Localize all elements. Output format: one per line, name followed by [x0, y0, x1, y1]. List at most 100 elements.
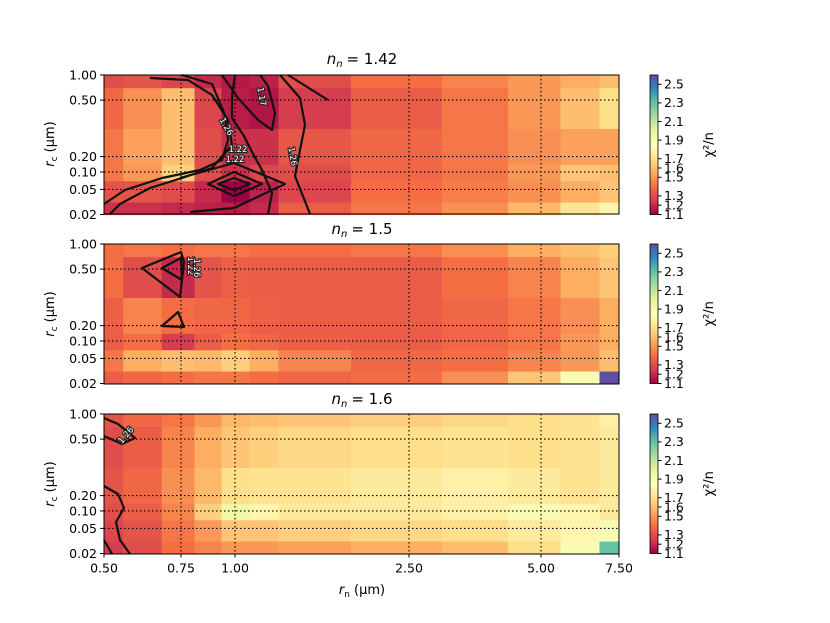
heatmap-cell	[104, 128, 124, 165]
heatmap-cell	[351, 244, 443, 258]
panel-3-heatmap	[104, 414, 620, 555]
panel-3-title: nn = 1.6	[331, 390, 392, 410]
heatmap-cell	[123, 75, 163, 89]
heatmap-cell	[599, 256, 620, 298]
heatmap-cell	[278, 201, 352, 216]
panel-2-grid	[104, 244, 619, 384]
heatmap-cell	[599, 180, 620, 203]
colorbar-tick-label: 1.7	[664, 320, 684, 335]
heatmap-cell	[508, 75, 562, 89]
y-tick-label: 0.10	[69, 503, 97, 518]
panel-3-contour-line	[103, 539, 113, 555]
heatmap-cell	[442, 201, 509, 216]
heatmap-cell	[123, 349, 163, 372]
panel-3-contour-line	[103, 416, 137, 446]
heatmap-cell	[194, 333, 223, 351]
heatmap-cell	[351, 333, 443, 351]
colorbar-gradient	[649, 74, 659, 215]
heatmap-cell	[278, 467, 352, 504]
contour-label: 1.17	[254, 86, 267, 106]
y-tick-label: 0.05	[69, 351, 97, 366]
x-tick-label: 0.75	[167, 561, 195, 576]
heatmap-cell	[161, 414, 196, 428]
heatmap-cell	[508, 87, 562, 129]
heatmap-cell	[161, 540, 196, 555]
heatmap-cell	[560, 87, 601, 129]
panel-1-y-label: rc (μm)	[43, 121, 60, 167]
heatmap-cell	[194, 519, 223, 542]
y-tick-label: 0.02	[69, 207, 97, 222]
heatmap-cell	[249, 349, 280, 372]
y-tick-label: 0.20	[69, 318, 97, 333]
heatmap-cell	[599, 244, 620, 258]
heatmap-cell	[249, 414, 280, 428]
contour-label: 1.22	[229, 145, 248, 155]
heatmap-cell	[351, 87, 443, 129]
heatmap-cell	[221, 467, 251, 504]
x-axis-label: rn (μm)	[339, 583, 385, 600]
heatmap-cell	[351, 256, 443, 298]
heatmap-cell	[161, 349, 196, 372]
heatmap-cell	[194, 467, 223, 504]
heatmap-cell	[351, 201, 443, 216]
panel-3: nn = 1.6 1.26 0.020.050.100.200.501.00 rc…	[43, 390, 717, 576]
heatmap-cell	[249, 297, 280, 334]
heatmap-cell	[560, 503, 601, 521]
heatmap-cell	[278, 540, 352, 555]
panel-2-contour-labels: 1.221.26	[184, 255, 202, 278]
heatmap-cell	[221, 540, 251, 555]
heatmap-cell	[560, 426, 601, 468]
panel-1-contour-line	[216, 176, 252, 192]
heatmap-cell	[560, 540, 601, 555]
colorbar-tick-label: 2.1	[664, 283, 684, 298]
heatmap-cell	[161, 467, 196, 504]
heatmap-cell	[351, 467, 443, 504]
colorbar-tick-label: 2.3	[664, 434, 684, 449]
colorbar-tick-label: 1.6	[664, 160, 684, 175]
panel-3-y-label: rc (μm)	[43, 461, 60, 507]
heatmap-cell	[560, 519, 601, 542]
y-tick-label: 0.02	[69, 376, 97, 391]
heatmap-cell	[104, 297, 124, 334]
panel-1-colorbar: 1.11.21.3 1.51.61.7 1.9 2.1 2.3 2.5 χ²/n	[649, 74, 717, 222]
heatmap-cell	[104, 519, 124, 542]
heatmap-cell	[123, 128, 163, 165]
colorbar-tick-label: 1.6	[664, 499, 684, 514]
heatmap-cell	[161, 87, 196, 129]
panel-2-frame	[103, 243, 620, 385]
colorbar-tick-label: 1.9	[664, 471, 684, 486]
heatmap-cell	[560, 467, 601, 504]
heatmap-cell	[351, 519, 443, 542]
heatmap-cell	[194, 128, 223, 165]
heatmap-cell	[123, 201, 163, 216]
heatmap-cell	[560, 180, 601, 203]
heatmap-cell	[249, 503, 280, 521]
colorbar-tick-label: 2.3	[664, 95, 684, 110]
heatmap-cell	[278, 414, 352, 428]
heatmap-cell	[351, 128, 443, 165]
heatmap-cell	[123, 414, 163, 428]
heatmap-cell	[123, 244, 163, 258]
heatmap-cell	[104, 349, 124, 372]
heatmap-cell	[442, 370, 509, 385]
heatmap-cell	[278, 128, 352, 165]
panel-1-grid	[104, 75, 619, 215]
panel-2-y-label: rc (μm)	[43, 291, 60, 337]
heatmap-cell	[123, 540, 163, 555]
panel-1-contour-line	[206, 170, 264, 198]
heatmap-cell	[560, 370, 601, 385]
heatmap-cell	[161, 201, 196, 216]
heatmap-cell	[221, 201, 251, 216]
heatmap-cell	[442, 503, 509, 521]
colorbar-tick-label: 2.5	[664, 77, 684, 92]
heatmap-cell	[560, 164, 601, 182]
heatmap-cell	[194, 256, 223, 298]
heatmap-cell	[123, 370, 163, 385]
heatmap-cell	[194, 244, 223, 258]
heatmap-cell	[104, 75, 124, 89]
heatmap-cell	[104, 370, 124, 385]
heatmap-cell	[161, 370, 196, 385]
y-tick-label: 0.50	[69, 432, 97, 447]
panel-2-contour-line	[160, 256, 184, 282]
contour-label: 1.22	[226, 155, 245, 165]
